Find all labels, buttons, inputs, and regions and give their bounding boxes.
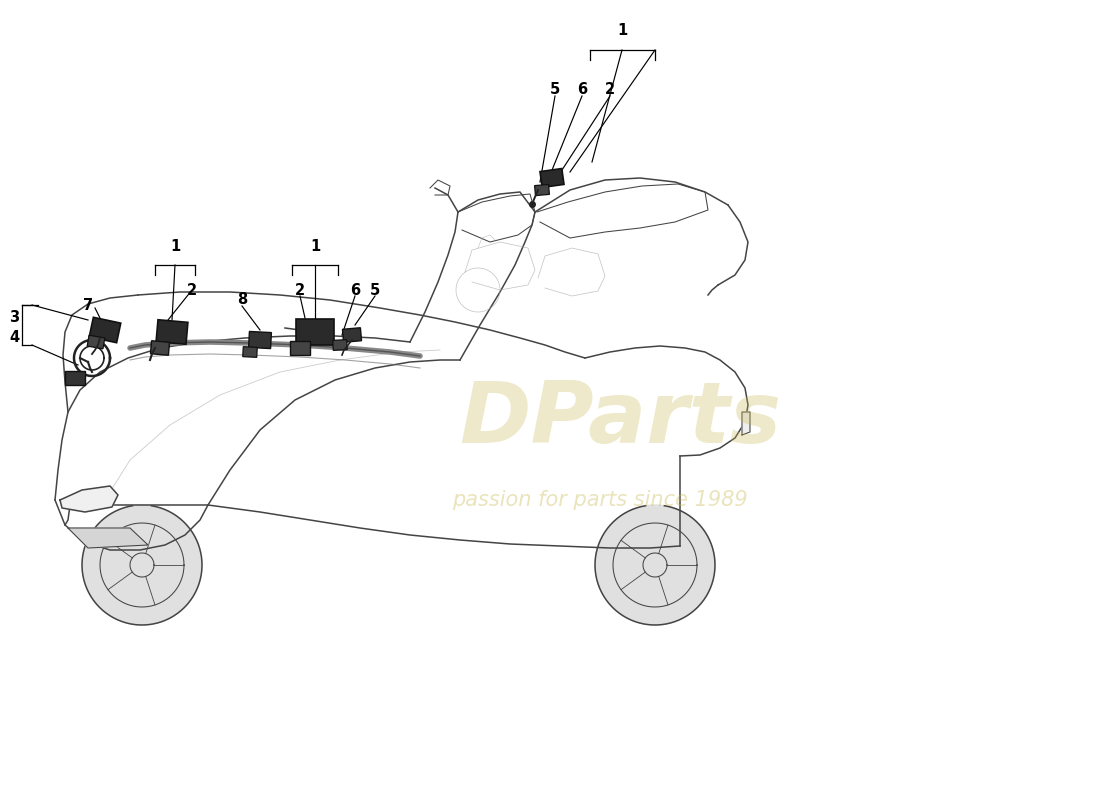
Text: 4: 4 [9,330,19,346]
Polygon shape [595,505,715,625]
Bar [249,331,272,349]
Polygon shape [68,528,148,548]
Text: passion for parts since 1989: passion for parts since 1989 [452,490,748,510]
Text: 1: 1 [310,239,320,254]
Bar [65,371,85,385]
Text: 8: 8 [236,293,248,307]
Text: 3: 3 [9,310,19,326]
Text: 5: 5 [370,282,381,298]
Bar [89,318,121,342]
Polygon shape [742,412,750,435]
Text: 2: 2 [187,282,197,298]
Text: 2: 2 [295,282,305,298]
Text: 2: 2 [605,82,615,98]
Bar [540,169,564,187]
Text: DParts: DParts [459,378,781,462]
Text: 5: 5 [550,82,560,98]
Bar [296,319,334,345]
Bar [243,346,257,358]
Text: 6: 6 [576,82,587,98]
Text: 7: 7 [82,298,94,313]
Bar [290,341,310,355]
Bar [332,340,348,350]
Polygon shape [60,486,118,512]
Bar [156,320,188,344]
Text: 6: 6 [350,282,360,298]
Bar [342,328,362,342]
Bar [151,341,169,355]
Text: 1: 1 [169,239,180,254]
Bar [535,185,549,195]
Text: 1: 1 [617,23,627,38]
Polygon shape [82,505,202,625]
Bar [87,335,104,349]
